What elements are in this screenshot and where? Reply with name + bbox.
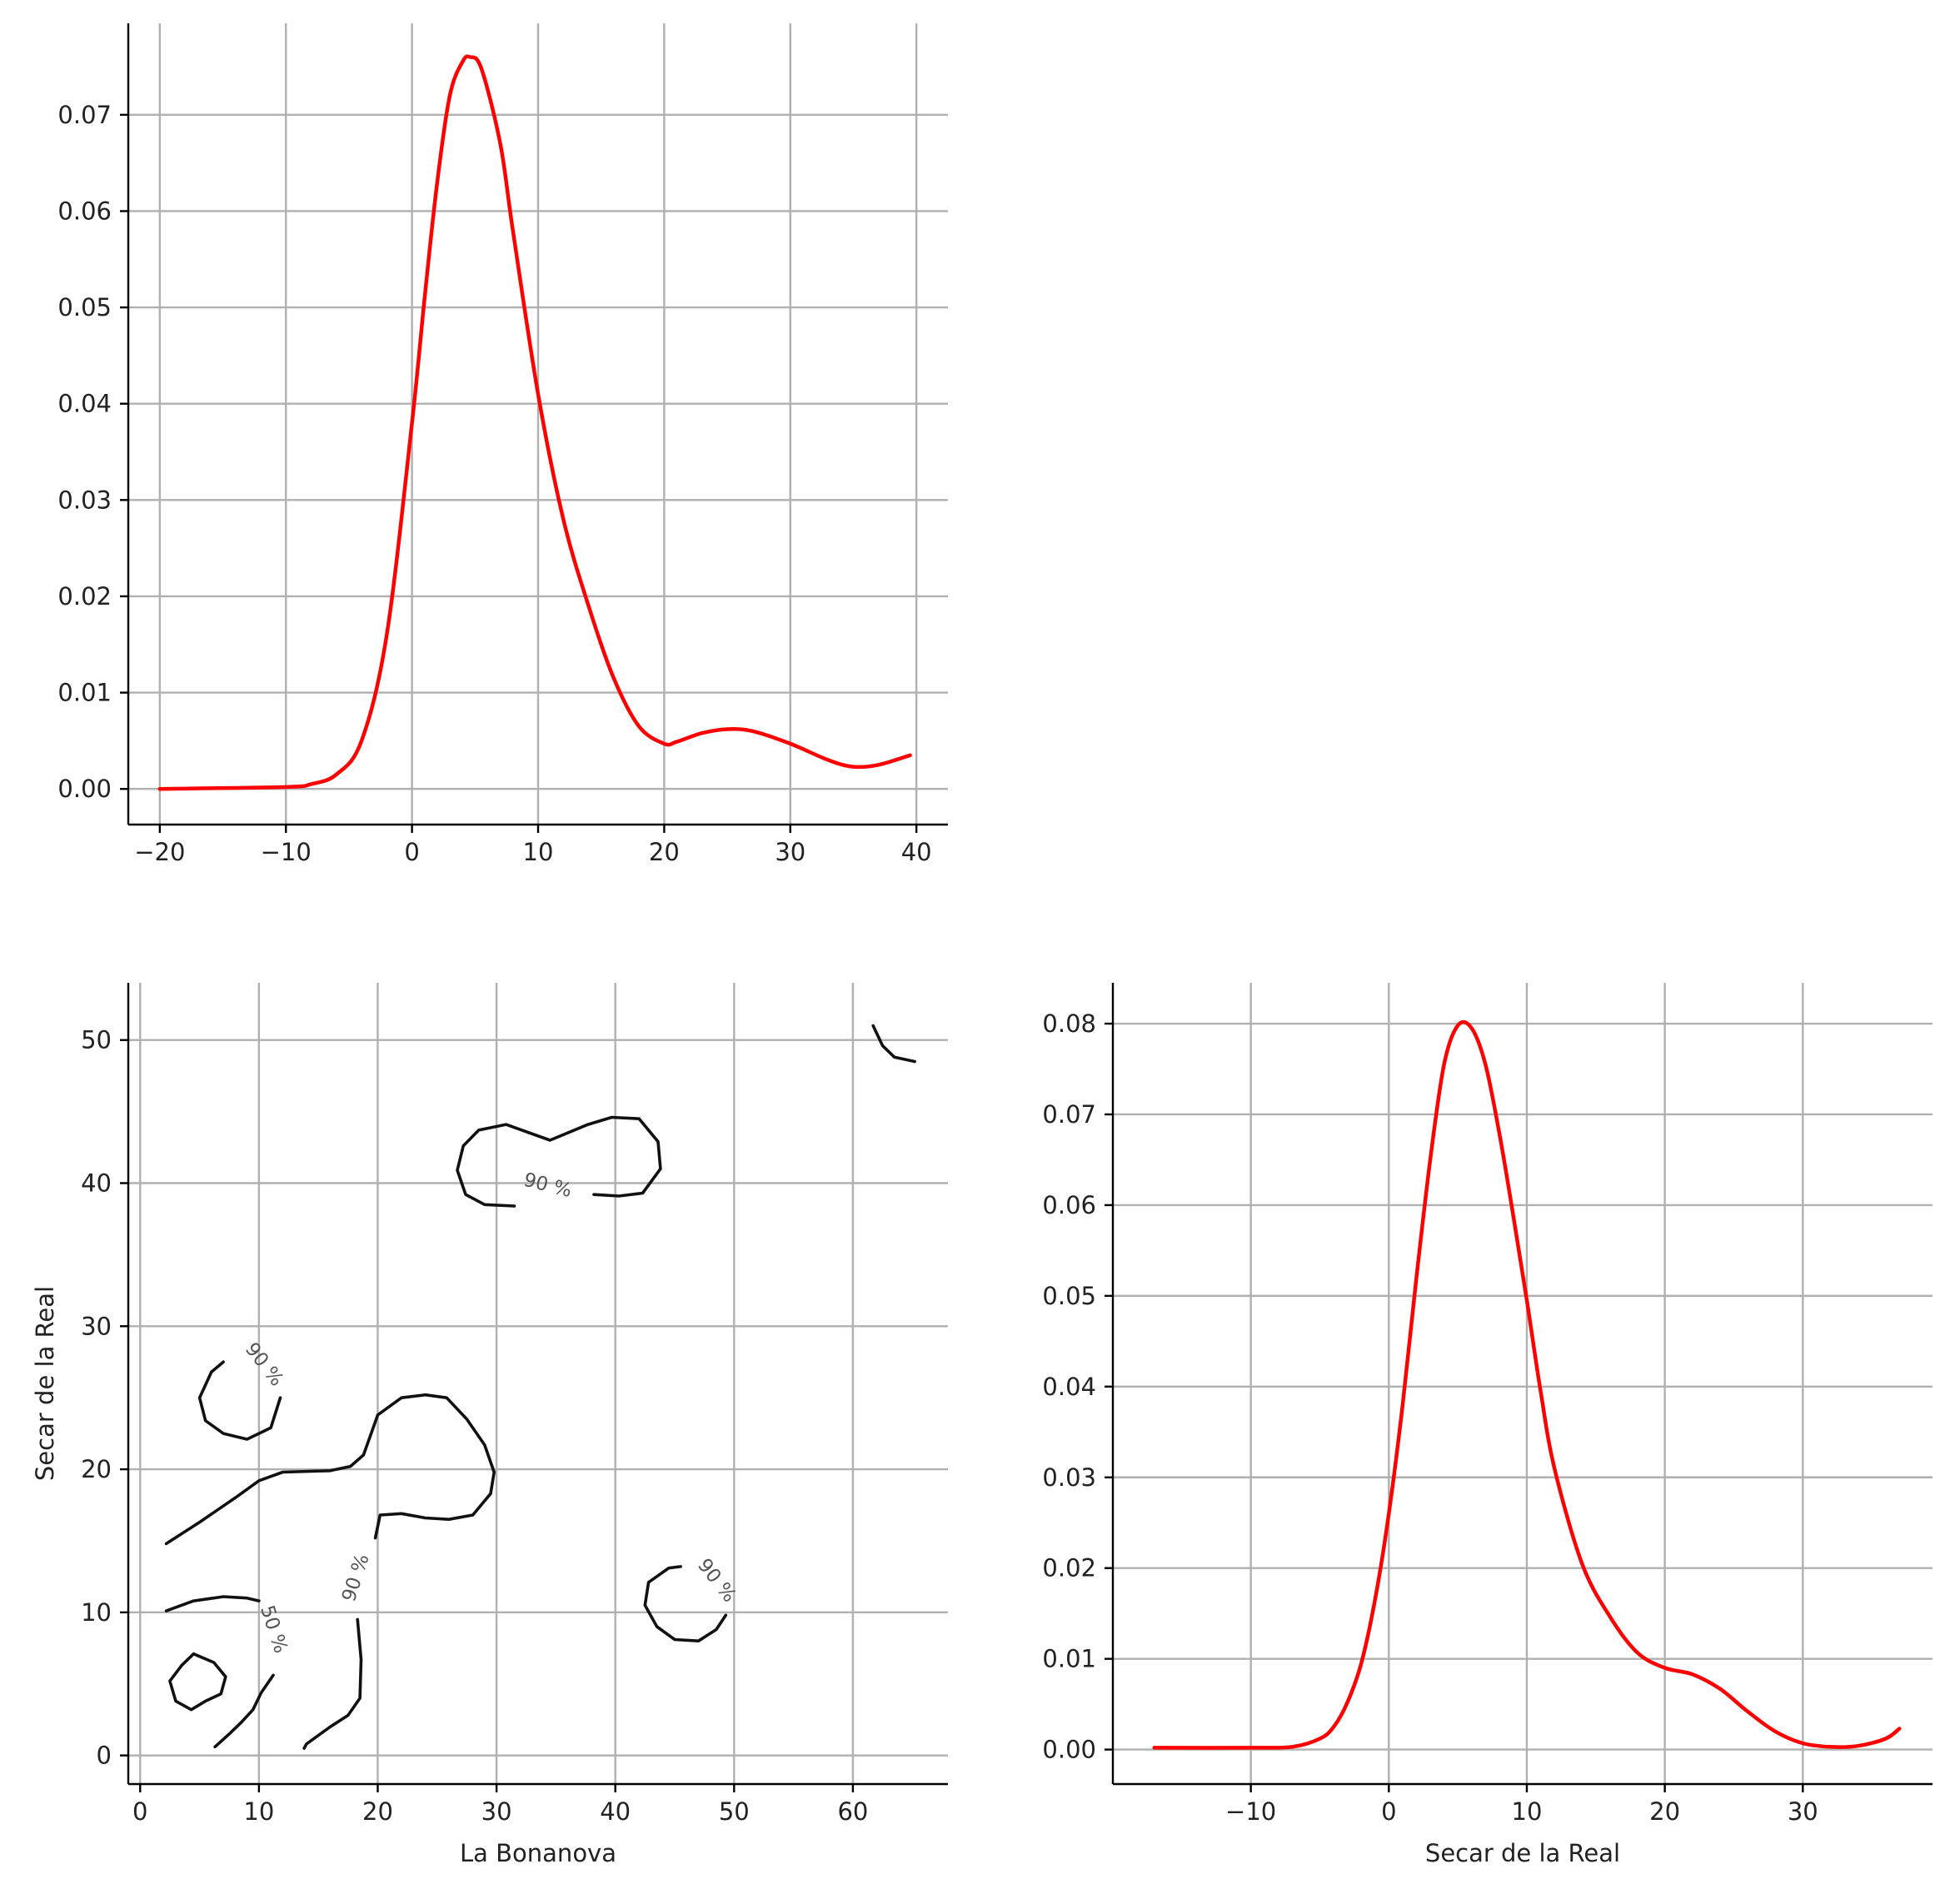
x-tick-label: 0 (132, 1797, 147, 1826)
kde-density-line (1152, 1019, 1902, 1750)
y-tick-label: 0.03 (57, 486, 112, 514)
y-tick-label: 0.02 (1042, 1554, 1096, 1582)
contour-line (197, 1360, 282, 1441)
x-tick-label: 0 (1381, 1797, 1396, 1826)
contour-line (164, 1393, 496, 1546)
x-tick-label: 40 (600, 1797, 631, 1826)
contour-line (302, 1617, 363, 1750)
y-tick-label: 50 (81, 1026, 112, 1054)
y-tick-label: 0.04 (1042, 1373, 1096, 1401)
x-tick-label: −10 (261, 838, 312, 866)
x-tick-label: 30 (775, 838, 805, 866)
y-tick-label: 0 (97, 1742, 112, 1770)
x-tick-label: 50 (719, 1797, 750, 1826)
x-axis-label: Secar de la Real (1425, 1839, 1620, 1867)
contour-line (643, 1565, 728, 1642)
y-tick-label: 30 (81, 1312, 112, 1340)
x-tick-label: −10 (1225, 1797, 1276, 1826)
y-tick-label: 0.05 (57, 293, 112, 321)
x-tick-label: 20 (362, 1797, 393, 1826)
x-axis-label: La Bonanova (460, 1839, 616, 1867)
y-tick-label: 0.06 (57, 197, 112, 225)
y-tick-label: 0.07 (57, 101, 112, 129)
contour-line (164, 1595, 261, 1612)
y-tick-label: 0.04 (57, 390, 112, 418)
y-tick-label: 40 (81, 1169, 112, 1198)
contour-line (213, 1673, 275, 1749)
y-tick-label: 0.01 (1042, 1645, 1096, 1673)
x-tick-label: 10 (523, 838, 554, 866)
x-tick-label: 20 (1649, 1797, 1680, 1826)
kde-plot-top-left: −20 −10 0 10 20 30 40 0.00 0.01 0.02 0.03 0.04 0.05 0… (57, 23, 948, 866)
x-tick-label: 40 (901, 838, 932, 866)
y-tick-label: 0.01 (57, 679, 112, 707)
x-tick-label: 30 (481, 1797, 512, 1826)
x-tick-label: 10 (1512, 1797, 1543, 1826)
x-tick-label: 0 (404, 838, 419, 866)
contour-line (168, 1652, 227, 1712)
contour-line (456, 1115, 662, 1208)
x-tick-label: 20 (649, 838, 680, 866)
y-tick-label: 20 (81, 1455, 112, 1483)
kde-density-line (157, 54, 912, 791)
contour-plot-bottom-left: 90 %90 %90 %50 %90 %0 10 20 30 40 50 600102030… (31, 983, 948, 1867)
y-tick-label: 0.00 (1042, 1736, 1096, 1764)
x-tick-label: 10 (243, 1797, 274, 1826)
y-tick-label: 10 (81, 1598, 112, 1627)
y-axis-label: Secar de la Real (31, 1286, 59, 1481)
x-tick-label: 30 (1788, 1797, 1818, 1826)
contour-line (871, 1024, 916, 1064)
y-tick-label: 0.00 (57, 775, 112, 803)
y-tick-label: 0.08 (1042, 1009, 1096, 1038)
y-tick-label: 0.03 (1042, 1463, 1096, 1492)
x-tick-label: −20 (134, 838, 185, 866)
y-tick-label: 0.06 (1042, 1191, 1096, 1219)
y-tick-label: 0.02 (57, 582, 112, 611)
y-tick-label: 0.05 (1042, 1282, 1096, 1310)
x-tick-label: 60 (837, 1797, 868, 1826)
y-tick-label: 0.07 (1042, 1100, 1096, 1129)
kde-plot-bottom-right: −10 0 10 20 30 0.00 0.01 0.02 0.03 0.04 0.05 0.06 0.… (1042, 983, 1933, 1867)
